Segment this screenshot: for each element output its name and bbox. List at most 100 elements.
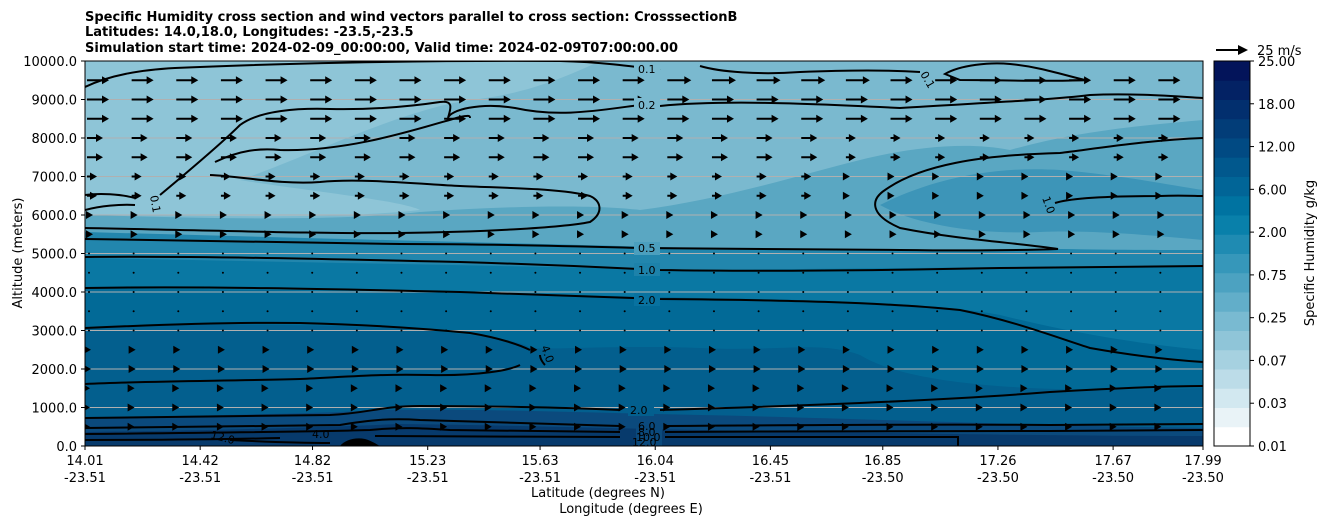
x-tick-lat-6: 16.45 xyxy=(752,454,789,469)
wind-arrow xyxy=(1021,172,1029,181)
colorbar-level-10 xyxy=(1214,234,1250,254)
wind-arrow xyxy=(400,310,403,313)
wind-arrow xyxy=(667,172,678,181)
wind-arrow xyxy=(1070,329,1073,332)
wind-head xyxy=(503,76,511,85)
wind-arrow xyxy=(310,95,333,104)
wind-arrow xyxy=(622,153,639,162)
wind-head xyxy=(816,114,824,123)
wind-head xyxy=(351,345,359,354)
wind-head xyxy=(844,211,852,219)
wind-arrow xyxy=(398,230,406,239)
wind-head xyxy=(707,403,715,412)
wind-head xyxy=(1020,422,1028,431)
wind-arrow xyxy=(707,384,715,393)
wind-head xyxy=(191,76,199,85)
fill-band-moist-right xyxy=(880,169,1203,240)
wind-dot xyxy=(579,252,582,255)
wind-head xyxy=(893,134,901,142)
wind-dot xyxy=(266,310,269,313)
wind-head xyxy=(306,422,314,431)
wind-head xyxy=(235,76,243,85)
wind-head xyxy=(663,422,671,431)
wind-dot xyxy=(311,310,314,313)
wind-head xyxy=(262,345,270,354)
wind-arrow xyxy=(979,153,990,162)
wind-dot xyxy=(1114,329,1117,332)
wind-arrow xyxy=(1069,76,1092,85)
contour-label-0p1-left: 0.1 xyxy=(147,194,163,213)
wind-arrow xyxy=(131,114,154,123)
wind-arrow xyxy=(1109,384,1117,393)
wind-head xyxy=(848,153,856,162)
wind-head xyxy=(860,95,868,104)
wind-arrow xyxy=(1025,291,1028,293)
wind-dot xyxy=(132,271,135,274)
wind-head xyxy=(369,76,377,85)
wind-arrow xyxy=(355,310,358,313)
wind-arrow xyxy=(1020,384,1028,393)
wind-arrow xyxy=(979,114,1002,123)
wind-head xyxy=(663,384,671,393)
wind-dot xyxy=(1159,310,1162,313)
colorbar-level-17 xyxy=(1214,99,1250,120)
wind-dot xyxy=(311,252,314,255)
wind-arrow xyxy=(623,271,626,274)
wind-arrow xyxy=(668,291,671,293)
wind-arrow xyxy=(579,310,582,313)
wind-arrow xyxy=(975,422,983,431)
wind-arrow xyxy=(887,365,895,373)
wind-arrow xyxy=(441,365,449,373)
wind-arrow xyxy=(88,329,90,332)
wind-arrow xyxy=(891,310,894,313)
wind-head xyxy=(994,114,1002,123)
wind-head xyxy=(931,422,939,431)
wind-arrow xyxy=(1024,95,1047,104)
wind-arrow xyxy=(757,271,760,274)
contour-labels: 0.1 0.2 0.5 1.0 2.0 4.0 2.0 6.0 8.0 10.0… xyxy=(147,62,1057,449)
wind-arrow xyxy=(1070,271,1073,274)
wind-head xyxy=(487,230,495,239)
wind-arrow xyxy=(1112,211,1120,219)
wind-arrow xyxy=(931,422,939,431)
chart-title-line-2: Latitudes: 14.0,18.0, Longitudes: -23.5,… xyxy=(85,25,414,40)
wind-arrow xyxy=(534,291,537,293)
wind-head xyxy=(1155,345,1163,354)
wind-arrow xyxy=(310,114,333,123)
wind-arrow xyxy=(400,291,403,293)
wind-arrow xyxy=(801,153,818,162)
wind-dot xyxy=(177,310,180,313)
colorbar-level-11 xyxy=(1214,215,1250,235)
wind-arrow xyxy=(306,384,314,393)
wind-arrow xyxy=(87,172,97,181)
wind-arrow xyxy=(262,365,270,373)
wind-head xyxy=(771,95,779,104)
wind-dot xyxy=(221,329,224,332)
wind-head xyxy=(309,211,317,219)
wind-head xyxy=(593,114,601,123)
wind-dot xyxy=(1114,271,1117,274)
wind-arrow xyxy=(221,329,224,332)
wind-head xyxy=(1084,95,1092,104)
wind-head xyxy=(86,230,93,239)
wind-head xyxy=(395,384,403,393)
wind-arrow xyxy=(489,310,492,313)
wind-head xyxy=(797,384,805,393)
wind-dot xyxy=(400,310,403,313)
wind-vectors xyxy=(85,76,1181,431)
wind-arrow xyxy=(756,153,773,162)
wind-arrow xyxy=(980,310,983,313)
wind-head xyxy=(887,191,895,200)
wind-dot xyxy=(266,329,269,332)
wind-arrow xyxy=(623,310,626,313)
contour-label-0p2: 0.2 xyxy=(638,99,656,112)
wind-dot xyxy=(668,310,671,313)
wind-head xyxy=(216,384,224,393)
wind-arrow xyxy=(579,252,582,255)
wind-arrow xyxy=(707,403,715,412)
colorbar-level-1 xyxy=(1214,407,1250,428)
wind-arrow xyxy=(1158,134,1169,142)
wind-arrow xyxy=(1025,252,1028,255)
wind-head xyxy=(264,230,272,239)
wind-head xyxy=(710,211,718,219)
